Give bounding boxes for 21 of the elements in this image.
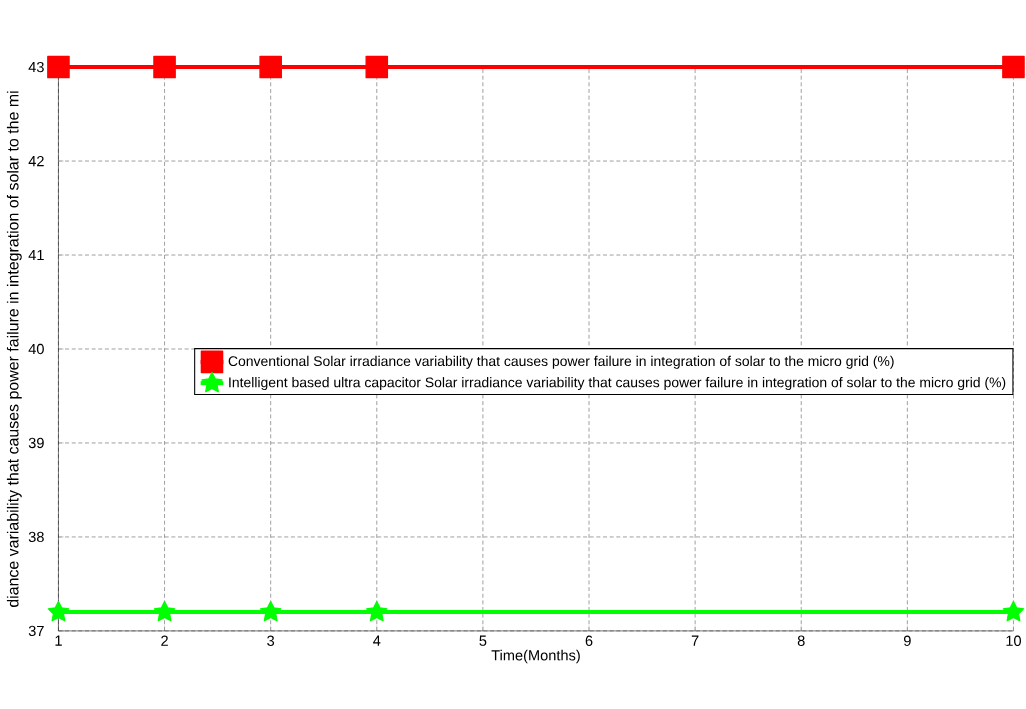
legend-label: Intelligent based ultra capacitor Solar irradiance variability that causes power failure in integration of solar to the micro grid (%) [229, 376, 1006, 390]
y-tick-label: 42 [28, 155, 44, 167]
x-tick-label: 9 [903, 635, 911, 646]
x-tick-label: 6 [585, 635, 593, 646]
y-tick-label: 37 [28, 625, 44, 636]
x-tick-label: 10 [1006, 635, 1021, 646]
x-tick-label: 4 [373, 635, 381, 646]
y-tick-label: 40 [28, 343, 44, 355]
y-tick-label: 41 [28, 249, 44, 260]
x-tick-label: 8 [797, 635, 805, 646]
y-axis-title: diance variability that causes power failure in integration of solar to the mi [6, 91, 22, 607]
x-tick-label: 7 [691, 635, 699, 646]
x-tick-label: 2 [161, 635, 168, 646]
y-tick-label: 38 [28, 531, 44, 542]
y-tick-label: 39 [28, 437, 44, 448]
y-tick-label: 43 [28, 61, 44, 73]
legend-label: Conventional Solar irradiance variability that causes power failure in integration of solar to the micro grid (%) [228, 355, 894, 369]
x-tick-label: 1 [55, 635, 62, 646]
x-tick-label: 5 [479, 635, 487, 646]
x-tick-label: 3 [267, 635, 275, 646]
x-axis-title: Time(Months) [491, 649, 580, 664]
